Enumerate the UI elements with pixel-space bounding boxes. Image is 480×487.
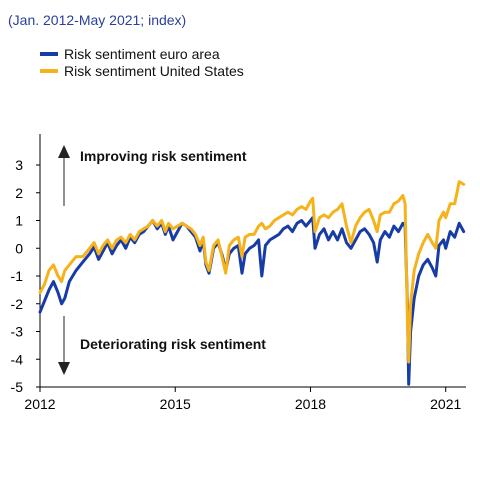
y-tick-label: -2: [11, 296, 24, 312]
x-tick-label: 2015: [160, 396, 191, 412]
chart-legend: Risk sentiment euro area Risk sentiment …: [40, 45, 244, 79]
annotation-deteriorating: Deteriorating risk sentiment: [80, 336, 266, 352]
y-tick-label: 3: [15, 157, 23, 173]
series-line-us: [38, 180, 466, 364]
legend-swatch-us: [40, 68, 58, 73]
y-tick-label: -5: [11, 379, 24, 395]
up-arrow-icon: [58, 145, 70, 158]
y-tick-label: 0: [15, 240, 23, 256]
down-arrow-icon: [58, 362, 70, 375]
legend-item-us: Risk sentiment United States: [40, 62, 244, 79]
legend-swatch-euro: [40, 51, 58, 56]
legend-label-euro: Risk sentiment euro area: [64, 45, 220, 62]
y-tick-label: -1: [11, 268, 24, 284]
legend-label-us: Risk sentiment United States: [64, 62, 244, 79]
annotation-improving: Improving risk sentiment: [80, 148, 247, 164]
legend-item-euro: Risk sentiment euro area: [40, 45, 244, 62]
y-tick-label: -4: [11, 351, 24, 367]
x-tick-label: 2012: [24, 396, 55, 412]
series-line-euro: [38, 216, 466, 386]
y-tick-label: 2: [15, 185, 23, 201]
y-tick-label: 1: [15, 213, 23, 229]
chart-subtitle: (Jan. 2012-May 2021; index): [8, 12, 187, 28]
x-tick-label: 2021: [430, 396, 461, 412]
x-tick-label: 2018: [295, 396, 326, 412]
y-tick-label: -3: [11, 324, 24, 340]
